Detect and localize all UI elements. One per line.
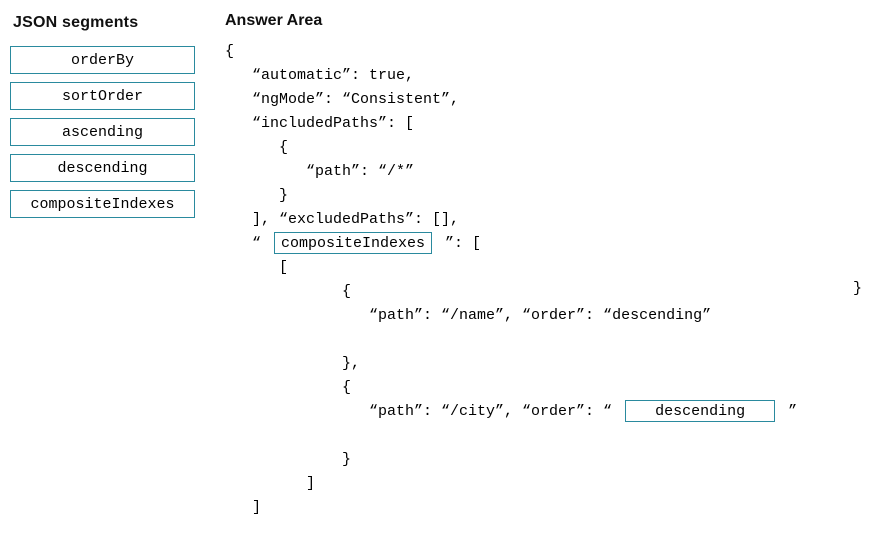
code-line: [ (225, 259, 288, 276)
code-line: { (225, 43, 234, 60)
code-line-prefix: “path”: “/city”, “order”: “ (225, 403, 621, 420)
drop-target-2[interactable]: descending (625, 400, 775, 422)
code-line: { (225, 139, 288, 156)
segment-ascending[interactable]: ascending (10, 118, 195, 146)
code-line: “path”: “/name”, “order”: “descending” (225, 307, 711, 324)
page-root: JSON segments orderBy sortOrder ascendin… (0, 0, 879, 538)
code-line-prefix: “ (225, 235, 270, 252)
code-line: } (225, 187, 288, 204)
code-line: }, (225, 355, 360, 372)
segment-sortorder[interactable]: sortOrder (10, 82, 195, 110)
answer-area-title: Answer Area (225, 12, 322, 30)
segment-descending[interactable]: descending (10, 154, 195, 182)
code-line: “ngMode”: “Consistent”, (225, 91, 459, 108)
code-line-suffix: ” (779, 403, 797, 420)
code-line: ] (225, 475, 315, 492)
answer-code-block: { “automatic”: true, “ngMode”: “Consiste… (225, 40, 865, 520)
json-segments-title: JSON segments (13, 14, 195, 32)
segment-compositeindexes[interactable]: compositeIndexes (10, 190, 195, 218)
code-line: { (225, 379, 351, 396)
code-line: } (225, 451, 351, 468)
drop-target-1[interactable]: compositeIndexes (274, 232, 432, 254)
stray-closing-brace: } (853, 280, 862, 297)
code-line: { (225, 283, 351, 300)
code-line: “includedPaths”: [ (225, 115, 414, 132)
code-line: ], “excludedPaths”: [], (225, 211, 459, 228)
code-line: “automatic”: true, (225, 67, 414, 84)
json-segments-panel: JSON segments orderBy sortOrder ascendin… (10, 14, 195, 226)
code-line: ] (225, 499, 261, 516)
segment-orderby[interactable]: orderBy (10, 46, 195, 74)
code-line-suffix: ”: [ (436, 235, 481, 252)
code-line: “path”: “/*” (225, 163, 414, 180)
